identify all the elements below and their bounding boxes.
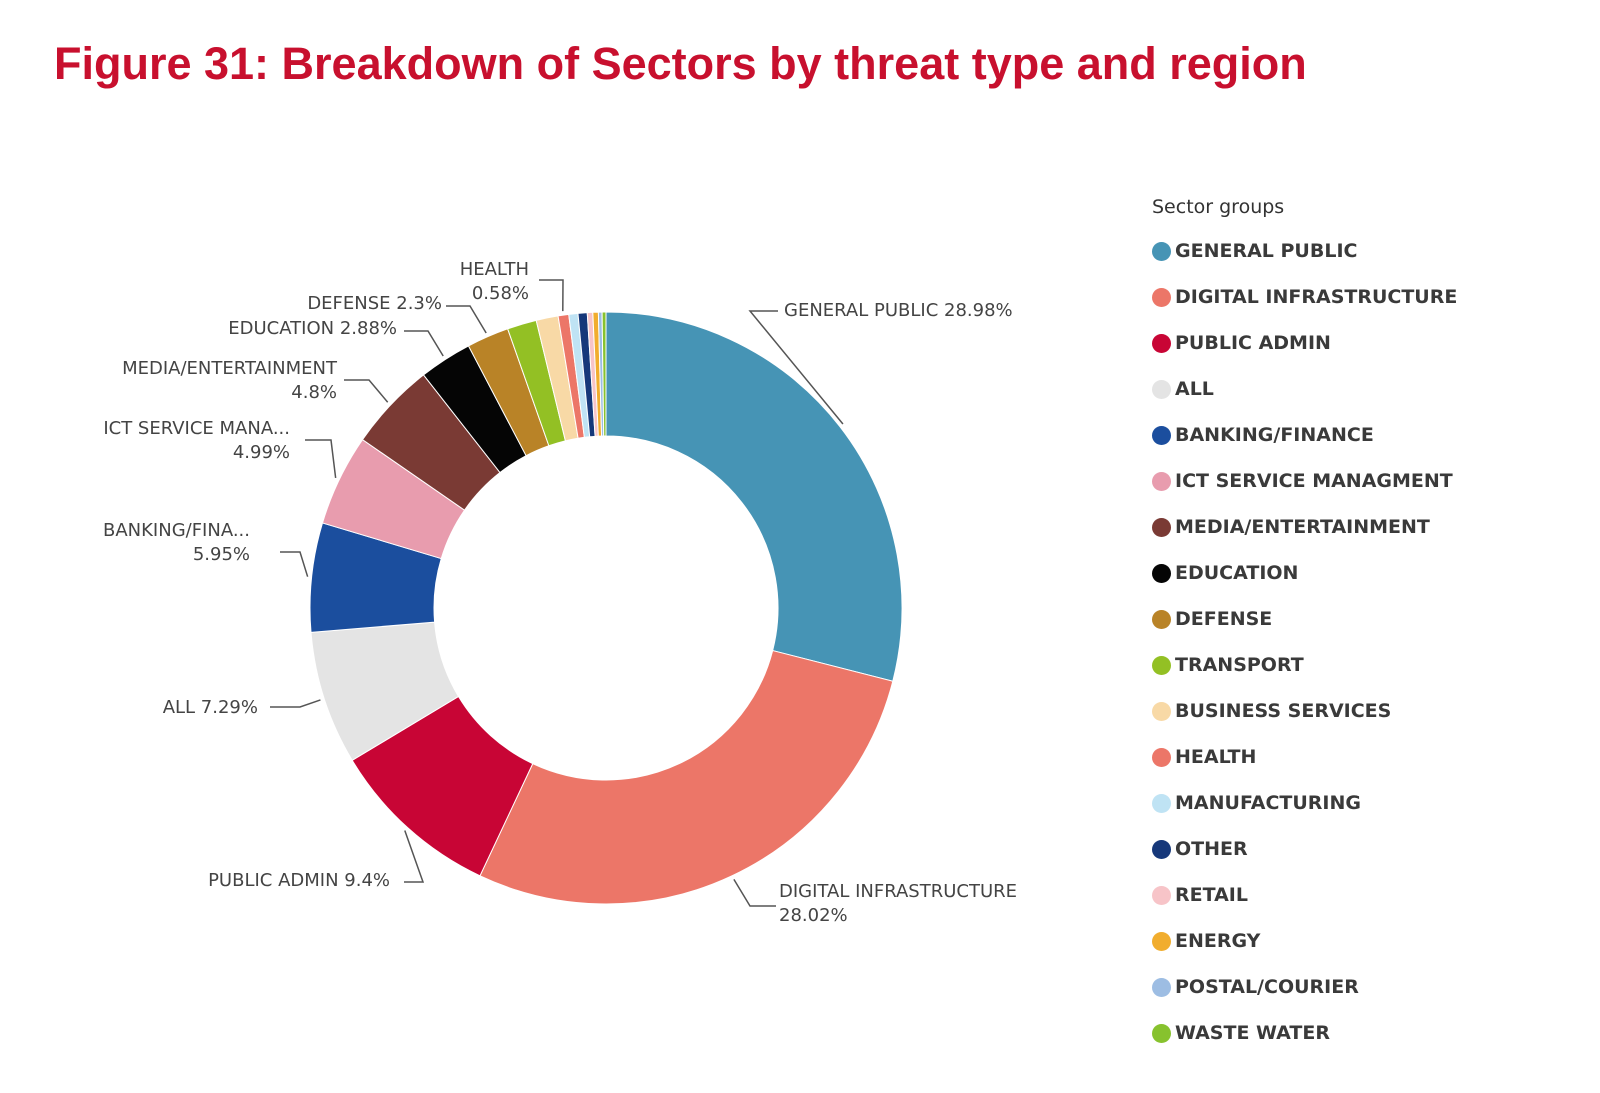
legend-label: ENERGY — [1175, 930, 1261, 952]
legend-label: ALL — [1175, 378, 1214, 400]
legend-label: EDUCATION — [1175, 562, 1299, 584]
legend-item-postal-courier: POSTAL/COURIER — [1152, 964, 1457, 1010]
legend-swatch — [1152, 1023, 1171, 1043]
legend-item-ict-service-managment: ICT SERVICE MANAGMENT — [1152, 458, 1457, 504]
legend-swatch — [1152, 379, 1171, 399]
legend-swatch — [1152, 517, 1171, 537]
legend-swatch — [1152, 241, 1171, 261]
leader-line-education — [404, 330, 444, 357]
data-label-digital-infrastructure: DIGITAL INFRASTRUCTURE 28.02% — [779, 881, 1017, 926]
legend-item-energy: ENERGY — [1152, 918, 1457, 964]
legend-label: POSTAL/COURIER — [1175, 976, 1359, 998]
legend-label: HEALTH — [1175, 746, 1257, 768]
legend-swatch — [1152, 701, 1171, 721]
legend-item-waste-water: WASTE WATER — [1152, 1010, 1457, 1056]
legend-label: BANKING/FINANCE — [1175, 424, 1374, 446]
legend-swatch — [1152, 563, 1171, 583]
leader-line-public-admin — [404, 830, 425, 883]
legend-item-all: ALL — [1152, 366, 1457, 412]
legend-label: BUSINESS SERVICES — [1175, 700, 1392, 722]
data-label-general-public: GENERAL PUBLIC 28.98% — [784, 300, 1013, 321]
data-label-defense: DEFENSE 2.3% — [307, 293, 442, 314]
data-label-ict-service-managment: ICT SERVICE MANA... 4.99% — [103, 418, 290, 463]
legend-title: Sector groups — [1152, 196, 1285, 218]
leader-line-media-entertainment — [344, 379, 389, 403]
legend-item-defense: DEFENSE — [1152, 596, 1457, 642]
legend-swatch — [1152, 747, 1171, 767]
legend-label: MEDIA/ENTERTAINMENT — [1175, 516, 1430, 538]
legend-swatch — [1152, 655, 1171, 675]
data-label-all: ALL 7.29% — [163, 697, 258, 718]
leader-line-banking-finance — [280, 551, 309, 577]
legend-item-transport: TRANSPORT — [1152, 642, 1457, 688]
slice-waste-water — [601, 311, 607, 437]
legend-label: PUBLIC ADMIN — [1175, 332, 1331, 354]
slice-general-public — [605, 311, 903, 682]
legend-items: GENERAL PUBLIC DIGITAL INFRASTRUCTURE PUBL… — [1152, 228, 1457, 1056]
legend-label: ICT SERVICE MANAGMENT — [1175, 470, 1453, 492]
legend-swatch — [1152, 471, 1171, 491]
legend-item-retail: RETAIL — [1152, 872, 1457, 918]
legend-label: DIGITAL INFRASTRUCTURE — [1175, 286, 1458, 308]
leader-line-all — [270, 699, 321, 708]
legend-swatch — [1152, 793, 1171, 813]
legend-swatch — [1152, 333, 1171, 353]
legend-item-public-admin: PUBLIC ADMIN — [1152, 320, 1457, 366]
data-label-education: EDUCATION 2.88% — [228, 318, 397, 339]
legend-item-other: OTHER — [1152, 826, 1457, 872]
leader-line-defense — [446, 305, 487, 334]
data-label-media-entertainment: MEDIA/ENTERTAINMENT 4.8% — [122, 358, 338, 403]
legend-swatch — [1152, 931, 1171, 951]
legend-label: MANUFACTURING — [1175, 792, 1361, 814]
legend-item-general-public: GENERAL PUBLIC — [1152, 228, 1457, 274]
leader-line-general-public — [748, 310, 844, 425]
legend-swatch — [1152, 885, 1171, 905]
legend-item-digital-infrastructure: DIGITAL INFRASTRUCTURE — [1152, 274, 1457, 320]
legend-label: TRANSPORT — [1175, 654, 1304, 676]
legend-label: DEFENSE — [1175, 608, 1273, 630]
data-label-banking-finance: BANKING/FINA... 5.95% — [103, 520, 250, 565]
leader-line-digital-infrastructure — [733, 878, 776, 907]
legend-item-media-entertainment: MEDIA/ENTERTAINMENT — [1152, 504, 1457, 550]
legend-item-business-services: BUSINESS SERVICES — [1152, 688, 1457, 734]
legend-item-health: HEALTH — [1152, 734, 1457, 780]
legend-swatch — [1152, 287, 1171, 307]
legend-item-manufacturing: MANUFACTURING — [1152, 780, 1457, 826]
leader-line-ict-service-managment — [305, 439, 337, 479]
legend-item-banking-finance: BANKING/FINANCE — [1152, 412, 1457, 458]
legend-swatch — [1152, 609, 1171, 629]
legend: Sector groups GENERAL PUBLIC DIGITAL INFR… — [1152, 196, 1457, 1056]
data-label-public-admin: PUBLIC ADMIN 9.4% — [208, 870, 390, 891]
legend-label: RETAIL — [1175, 884, 1248, 906]
legend-label: OTHER — [1175, 838, 1248, 860]
data-label-health: HEALTH 0.58% — [460, 259, 529, 304]
legend-swatch — [1152, 425, 1171, 445]
legend-label: WASTE WATER — [1175, 1022, 1330, 1044]
figure-title: Figure 31: Breakdown of Sectors by threa… — [54, 38, 1307, 89]
legend-label: GENERAL PUBLIC — [1175, 240, 1358, 262]
leader-line-health — [539, 279, 564, 312]
legend-item-education: EDUCATION — [1152, 550, 1457, 596]
legend-swatch — [1152, 839, 1171, 859]
legend-swatch — [1152, 977, 1171, 997]
slice-digital-infrastructure — [479, 649, 894, 905]
